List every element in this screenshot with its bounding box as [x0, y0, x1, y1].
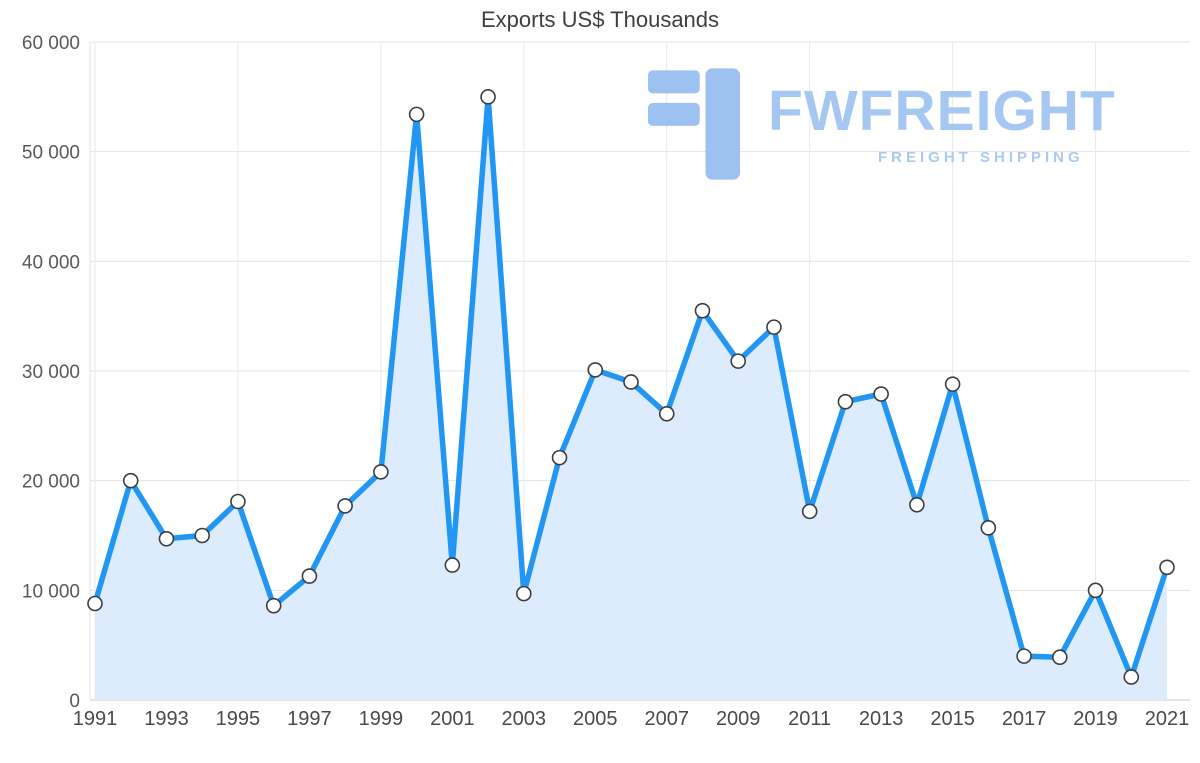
- x-tick-label: 2009: [716, 708, 761, 730]
- y-tick-label: 20 000: [22, 472, 80, 493]
- x-tick-label: 2021: [1145, 708, 1190, 730]
- x-tick-label: 1991: [73, 708, 118, 730]
- data-point-marker-2000: [408, 106, 425, 123]
- data-point-marker-2016: [980, 520, 997, 536]
- x-tick-label: 2013: [859, 708, 904, 730]
- y-tick-label: 30 000: [22, 362, 80, 383]
- x-tick-label: 2003: [502, 708, 547, 730]
- data-point-marker-2002: [480, 89, 496, 105]
- data-point-marker-2006: [623, 374, 639, 390]
- x-tick-label: 2019: [1073, 708, 1118, 730]
- y-tick-label: 60 000: [22, 33, 80, 54]
- data-point-marker-2008: [694, 302, 711, 319]
- x-tick-label: 1999: [359, 708, 404, 730]
- area-fill: [95, 96, 1167, 701]
- data-point-marker-2020: [1123, 669, 1140, 685]
- x-tick-label: 1997: [287, 708, 332, 730]
- data-point-marker-2003: [515, 585, 532, 602]
- data-point-marker-2012: [837, 393, 854, 410]
- x-tick-label: 2007: [644, 708, 689, 730]
- x-tick-label: 2015: [930, 708, 975, 730]
- y-tick-label: 10 000: [22, 581, 80, 602]
- data-point-marker-1991: [87, 595, 103, 612]
- data-point-marker-2004: [551, 449, 568, 466]
- data-point-marker-1999: [373, 464, 389, 480]
- x-tick-label: 1995: [216, 708, 261, 730]
- data-point-marker-2017: [1016, 648, 1032, 664]
- x-tick-label: 2011: [788, 708, 831, 730]
- data-point-marker-1996: [265, 597, 282, 614]
- data-point-marker-2013: [873, 386, 889, 402]
- data-point-marker-2018: [1052, 649, 1068, 666]
- data-point-marker-2021: [1159, 559, 1175, 576]
- data-point-marker-1995: [230, 493, 246, 510]
- x-tick-label: 1993: [144, 708, 189, 730]
- data-point-marker-1993: [158, 530, 175, 547]
- y-tick-label: 0: [69, 691, 80, 712]
- data-point-marker-1998: [337, 498, 353, 514]
- data-point-marker-2005: [587, 362, 604, 378]
- data-point-marker-2009: [730, 353, 747, 369]
- y-tick-label: 50 000: [22, 143, 80, 164]
- data-point-marker-1994: [194, 527, 210, 544]
- data-point-marker-1997: [301, 568, 318, 584]
- data-point-marker-2014: [909, 496, 925, 513]
- data-point-marker-2001: [444, 557, 461, 573]
- data-point-marker-1992: [122, 472, 139, 489]
- data-point-marker-2015: [944, 376, 961, 392]
- data-point-marker-2007: [658, 405, 675, 422]
- x-tick-label: 2005: [573, 708, 618, 730]
- x-tick-label: 2001: [430, 708, 475, 730]
- chart-title: Exports US$ Thousands: [480, 7, 720, 32]
- data-point-marker-2011: [801, 503, 818, 520]
- x-tick-label: 2017: [1002, 708, 1047, 730]
- data-point-marker-2010: [766, 319, 782, 335]
- y-tick-label: 40 000: [22, 252, 80, 273]
- data-point-marker-2019: [1087, 582, 1104, 599]
